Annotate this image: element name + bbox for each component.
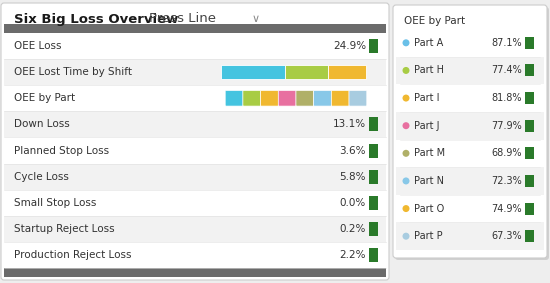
Bar: [4, 190, 386, 216]
Circle shape: [403, 67, 410, 74]
Text: ∨: ∨: [252, 14, 260, 24]
Text: 81.8%: 81.8%: [492, 93, 522, 103]
Text: Part H: Part H: [414, 65, 444, 76]
Bar: [328, 65, 366, 79]
Text: Down Loss: Down Loss: [14, 119, 70, 129]
FancyBboxPatch shape: [393, 5, 547, 258]
Text: Part O: Part O: [414, 203, 444, 214]
Text: OEE Lost Time by Shift: OEE Lost Time by Shift: [14, 67, 132, 77]
Bar: [396, 29, 544, 57]
Text: Part J: Part J: [414, 121, 439, 131]
Text: Part M: Part M: [414, 148, 445, 158]
Circle shape: [403, 233, 410, 240]
Bar: [221, 65, 285, 79]
Bar: [4, 242, 386, 268]
Bar: [4, 85, 386, 111]
Text: 24.9%: 24.9%: [333, 41, 366, 51]
Bar: [396, 84, 544, 112]
Circle shape: [403, 150, 410, 157]
Bar: [525, 37, 534, 49]
Bar: [525, 147, 534, 159]
Bar: [4, 216, 386, 242]
Text: 72.3%: 72.3%: [491, 176, 522, 186]
Text: 68.9%: 68.9%: [492, 148, 522, 158]
FancyBboxPatch shape: [243, 91, 261, 106]
Bar: [396, 112, 544, 140]
Text: 77.9%: 77.9%: [491, 121, 522, 131]
Text: 0.2%: 0.2%: [340, 224, 366, 234]
Text: 67.3%: 67.3%: [491, 231, 522, 241]
Text: OEE Loss: OEE Loss: [14, 41, 62, 51]
Bar: [4, 268, 386, 277]
Text: Press Line: Press Line: [149, 12, 216, 25]
Bar: [396, 167, 544, 195]
Bar: [4, 33, 386, 59]
Bar: [369, 170, 378, 184]
Text: OEE by Part: OEE by Part: [404, 16, 465, 26]
Text: 5.8%: 5.8%: [339, 171, 366, 182]
Text: 74.9%: 74.9%: [491, 203, 522, 214]
Circle shape: [403, 122, 410, 129]
Text: 3.6%: 3.6%: [339, 145, 366, 155]
Bar: [369, 143, 378, 158]
Bar: [396, 222, 544, 250]
Text: 2.2%: 2.2%: [339, 250, 366, 260]
Text: Small Stop Loss: Small Stop Loss: [14, 198, 96, 208]
Bar: [369, 222, 378, 236]
Text: Six Big Loss Overview: Six Big Loss Overview: [14, 12, 178, 25]
Bar: [4, 59, 386, 85]
Bar: [4, 138, 386, 164]
Bar: [4, 164, 386, 190]
Text: Part N: Part N: [414, 176, 444, 186]
Bar: [369, 39, 378, 53]
Text: 77.4%: 77.4%: [491, 65, 522, 76]
Bar: [396, 140, 544, 167]
Bar: [525, 175, 534, 187]
Text: Part A: Part A: [414, 38, 443, 48]
Text: Startup Reject Loss: Startup Reject Loss: [14, 224, 114, 234]
Text: 87.1%: 87.1%: [491, 38, 522, 48]
Bar: [525, 203, 534, 215]
Text: Cycle Loss: Cycle Loss: [14, 171, 69, 182]
Bar: [4, 24, 386, 33]
FancyBboxPatch shape: [395, 7, 549, 260]
FancyBboxPatch shape: [261, 91, 278, 106]
Bar: [525, 120, 534, 132]
Text: Planned Stop Loss: Planned Stop Loss: [14, 145, 109, 155]
Text: 0.0%: 0.0%: [340, 198, 366, 208]
Bar: [369, 248, 378, 262]
Circle shape: [403, 177, 410, 185]
Bar: [525, 65, 534, 76]
Circle shape: [403, 39, 410, 46]
Text: Part I: Part I: [414, 93, 439, 103]
Bar: [369, 117, 378, 131]
FancyBboxPatch shape: [349, 91, 367, 106]
FancyBboxPatch shape: [314, 91, 332, 106]
FancyBboxPatch shape: [225, 91, 243, 106]
Bar: [525, 92, 534, 104]
Bar: [4, 111, 386, 138]
Text: OEE by Part: OEE by Part: [14, 93, 75, 103]
Bar: [369, 196, 378, 210]
FancyBboxPatch shape: [296, 91, 314, 106]
Text: Production Reject Loss: Production Reject Loss: [14, 250, 131, 260]
Bar: [396, 195, 544, 222]
Text: Part P: Part P: [414, 231, 443, 241]
Bar: [396, 57, 544, 84]
Bar: [285, 65, 328, 79]
FancyBboxPatch shape: [331, 91, 349, 106]
Circle shape: [403, 205, 410, 212]
FancyBboxPatch shape: [278, 91, 296, 106]
Text: 13.1%: 13.1%: [333, 119, 366, 129]
Bar: [525, 230, 534, 242]
FancyBboxPatch shape: [1, 3, 389, 280]
Circle shape: [403, 95, 410, 102]
